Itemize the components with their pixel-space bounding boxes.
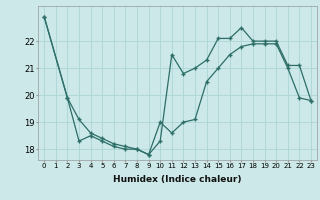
X-axis label: Humidex (Indice chaleur): Humidex (Indice chaleur) <box>113 175 242 184</box>
